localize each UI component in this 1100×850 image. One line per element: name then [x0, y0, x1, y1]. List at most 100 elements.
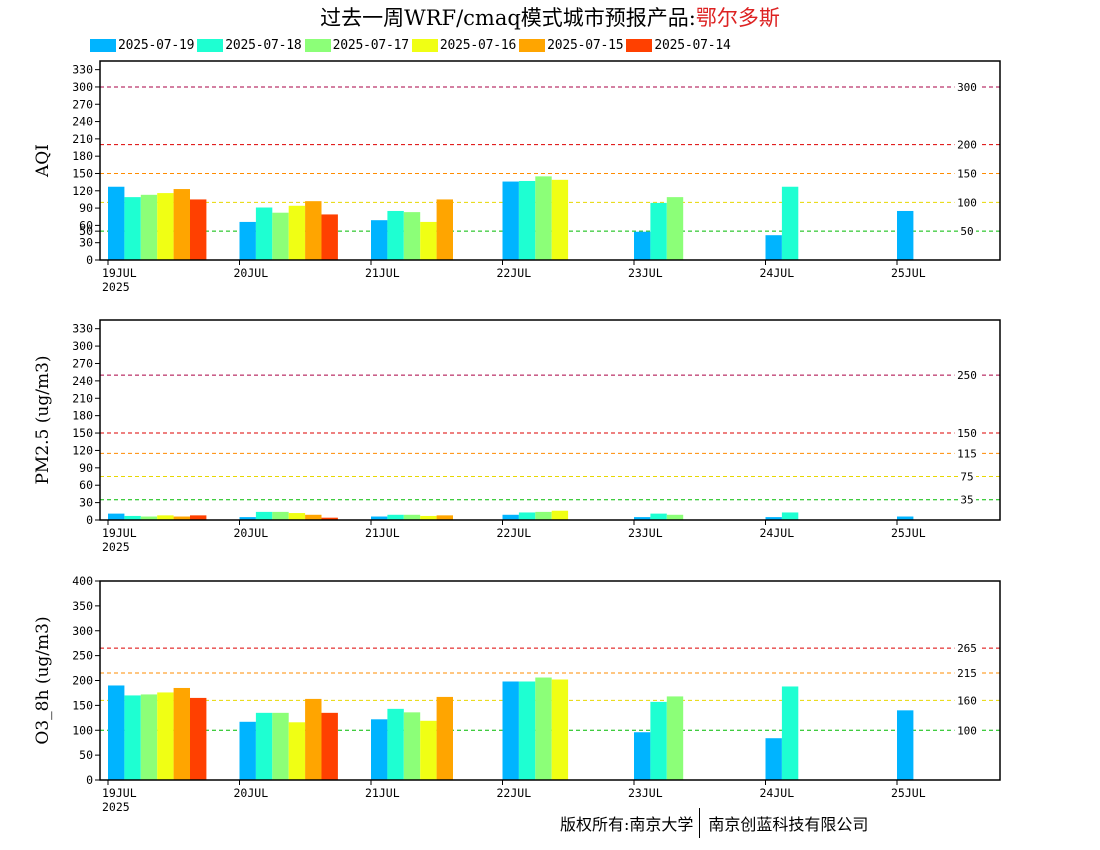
- y-tick-label: 60: [79, 478, 93, 492]
- bar: [173, 687, 190, 780]
- x-tick-label: 24JUL: [760, 266, 795, 280]
- bar: [765, 517, 782, 520]
- bar: [288, 722, 306, 780]
- bar: [272, 212, 289, 260]
- legend-swatch: [519, 38, 546, 52]
- bar: [157, 515, 174, 520]
- bar: [305, 514, 322, 520]
- threshold-label-bg: [954, 139, 980, 150]
- x-tick-label: 23JUL: [628, 786, 663, 800]
- bar: [173, 516, 190, 520]
- bar: [781, 512, 799, 520]
- bar: [518, 512, 536, 520]
- x-tick-label: 23JUL: [628, 266, 663, 280]
- threshold-label: 200: [957, 139, 977, 152]
- title-city: 鄂尔多斯: [695, 6, 780, 30]
- legend-item: 2025-07-17: [304, 36, 409, 54]
- y-tick-label: 150: [72, 426, 93, 440]
- legend-label: 2025-07-15: [547, 37, 624, 53]
- y-tick-label: 300: [72, 339, 93, 353]
- bar: [403, 212, 421, 260]
- bar: [535, 176, 552, 260]
- bar: [140, 516, 158, 520]
- threshold-label: 100: [957, 724, 977, 737]
- x-tick-label: 19JUL: [102, 266, 137, 280]
- y-tick-label: 240: [72, 374, 93, 388]
- bar: [436, 199, 453, 260]
- bar: [140, 194, 158, 260]
- bar: [765, 738, 782, 780]
- bar: [403, 712, 421, 780]
- plot-frame: [99, 319, 1001, 521]
- y-tick-label: 120: [72, 184, 93, 198]
- legend-label: 2025-07-14: [654, 37, 731, 53]
- threshold-label-bg: [958, 471, 976, 482]
- bar: [650, 701, 667, 780]
- bar: [108, 685, 125, 780]
- y-axis-title: PM2.5 (ug/m3): [33, 355, 53, 484]
- bar: [124, 197, 141, 260]
- bar: [108, 186, 125, 260]
- bar: [436, 515, 453, 520]
- bar: [634, 231, 651, 260]
- legend-label: 2025-07-19: [118, 37, 195, 53]
- threshold-label: 35: [960, 494, 973, 507]
- bar: [502, 514, 519, 520]
- threshold-label-bg: [958, 226, 976, 237]
- y-tick-label: 90: [79, 461, 93, 475]
- bar: [321, 517, 338, 520]
- bar: [518, 681, 536, 780]
- legend: 2025-07-19 2025-07-18 2025-07-17 2025-07…: [90, 36, 734, 54]
- bar: [387, 514, 404, 520]
- threshold-label: 265: [957, 642, 977, 655]
- y-tick-label: 210: [72, 391, 93, 405]
- y-tick-label: 300: [72, 624, 93, 638]
- y-tick-label: 240: [72, 115, 93, 129]
- bar: [255, 712, 273, 780]
- title-main: 过去一周WRF/cmaq模式城市预报产品:: [320, 6, 696, 30]
- legend-swatch: [90, 38, 116, 52]
- bar: [239, 221, 256, 260]
- x-tick-label: 20JUL: [234, 526, 269, 540]
- threshold-label: 250: [957, 369, 977, 382]
- x-tick-label: 22JUL: [497, 526, 532, 540]
- bar: [321, 712, 338, 780]
- x-tick-label: 24JUL: [760, 526, 795, 540]
- bar: [765, 235, 782, 260]
- x-tick-label: 23JUL: [628, 526, 663, 540]
- bar: [305, 698, 322, 780]
- footer-company: 南京创蓝科技有限公司: [708, 815, 869, 834]
- x-tick-label: 21JUL: [365, 266, 400, 280]
- legend-item: 2025-07-14: [626, 36, 731, 54]
- legend-item: 2025-07-15: [519, 36, 624, 54]
- bar: [190, 697, 207, 780]
- y-tick-label: 120: [72, 443, 93, 457]
- y-tick-label: 100: [72, 723, 93, 737]
- bar: [387, 708, 404, 780]
- bar: [371, 516, 388, 520]
- threshold-label: 75: [960, 471, 973, 484]
- legend-label: 2025-07-16: [439, 37, 517, 53]
- bar: [420, 720, 437, 780]
- bar: [518, 180, 536, 260]
- bar: [255, 511, 273, 520]
- bar: [255, 207, 273, 260]
- bar: [897, 516, 914, 520]
- x-tick-label: 25JUL: [891, 526, 926, 540]
- bar: [140, 694, 158, 780]
- x-tick-label: 20JUL: [234, 786, 269, 800]
- bar: [108, 513, 125, 520]
- bar: [666, 514, 684, 520]
- y-axis-title: AQI: [33, 144, 53, 178]
- bar: [157, 692, 174, 780]
- y-tick-label: 180: [72, 409, 93, 423]
- y-axis-title: O3_8h (ug/m3): [33, 616, 53, 744]
- bar: [502, 181, 519, 260]
- bar: [897, 710, 914, 780]
- threshold-label: 150: [957, 167, 977, 180]
- x-year-label: 2025: [102, 280, 130, 294]
- x-tick-label: 22JUL: [497, 266, 532, 280]
- legend-item: 2025-07-16: [411, 36, 517, 54]
- footer-copyright: 版权所有:南京大学: [560, 815, 694, 834]
- y-tick-label: 270: [72, 97, 93, 111]
